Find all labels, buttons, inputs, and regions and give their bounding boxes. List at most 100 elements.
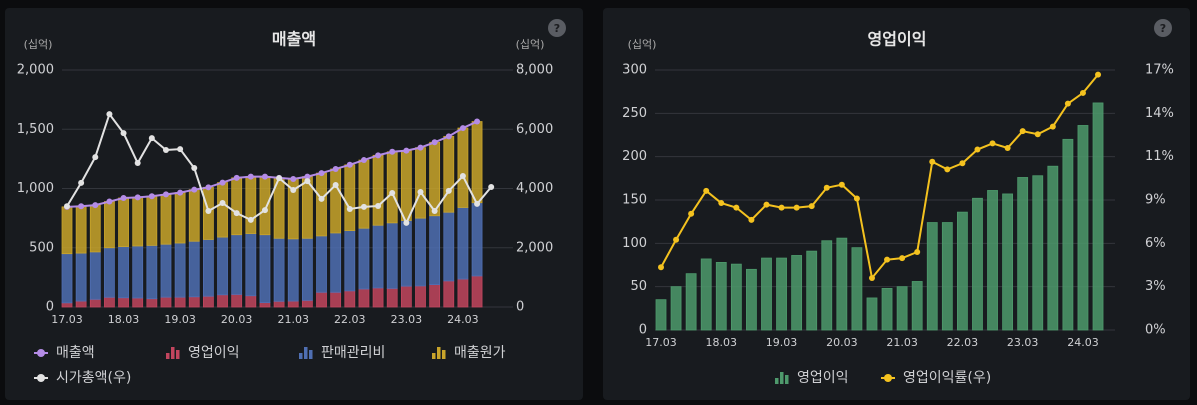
bar (118, 246, 129, 299)
legend-swatch (166, 353, 170, 359)
point (1064, 100, 1071, 107)
point (688, 210, 695, 217)
help-icon[interactable] (548, 19, 566, 37)
point (989, 140, 996, 147)
point (838, 181, 845, 188)
bar (896, 286, 908, 331)
legend-label[interactable]: 시가총액(우) (56, 370, 131, 386)
bar (400, 285, 412, 308)
bar (273, 300, 285, 308)
point (261, 173, 268, 180)
legend-label[interactable]: 매출액 (56, 345, 95, 361)
point (403, 219, 410, 226)
bar (372, 287, 384, 308)
x-tick-label: 23.03 (391, 313, 423, 326)
point (162, 191, 169, 198)
help-icon[interactable] (1154, 19, 1172, 37)
bar (160, 194, 172, 245)
y-tick-label: 100 (622, 236, 647, 251)
point (808, 203, 815, 210)
y-tick-label: 50 (630, 279, 647, 294)
bar (866, 297, 878, 331)
help-text[interactable]: ? (1160, 22, 1166, 35)
bar (174, 296, 186, 308)
point (148, 135, 155, 142)
point (445, 133, 452, 140)
bar (386, 287, 398, 308)
bar (287, 238, 299, 302)
point (929, 158, 936, 165)
point (162, 146, 169, 153)
help-text[interactable]: ? (554, 22, 560, 35)
bar (344, 290, 356, 308)
point (474, 118, 481, 125)
point (290, 176, 297, 183)
bar (926, 222, 938, 331)
point (1004, 145, 1011, 151)
point (853, 195, 860, 202)
point (459, 125, 466, 132)
bar (471, 275, 483, 308)
bar (259, 302, 271, 308)
bar (316, 291, 327, 308)
bar (160, 243, 172, 298)
legend-swatch (780, 372, 784, 384)
bar (776, 257, 787, 331)
point (389, 148, 396, 155)
point (445, 187, 452, 194)
x-tick-label: 22.03 (947, 336, 979, 349)
bar (1047, 165, 1059, 331)
point (148, 193, 155, 200)
x-tick-label: 17.03 (645, 336, 677, 349)
point (177, 146, 184, 153)
bar (415, 285, 426, 308)
point (360, 203, 367, 210)
point (673, 236, 680, 243)
bar (344, 230, 356, 292)
bar (358, 159, 370, 229)
bar (457, 278, 469, 308)
x-tick-label: 18.03 (706, 336, 738, 349)
legend-label[interactable]: 매출원가 (454, 345, 506, 361)
bar (358, 288, 370, 308)
point (474, 200, 481, 207)
bar (443, 135, 455, 213)
point (1034, 131, 1041, 138)
bar (957, 211, 968, 331)
y2-tick-label: 8,000 (516, 63, 553, 78)
bar (429, 215, 441, 286)
point (304, 178, 311, 185)
bar (104, 296, 115, 308)
point (134, 194, 141, 201)
point (64, 203, 70, 210)
point (106, 111, 113, 118)
point (191, 186, 198, 193)
legend-swatch (442, 350, 446, 359)
bar (259, 176, 271, 236)
bar (471, 121, 483, 204)
point (120, 194, 127, 201)
bar (386, 151, 398, 224)
y2-tick-label: 0% (1145, 323, 1166, 338)
legend-label[interactable]: 판매관리비 (321, 345, 385, 361)
point (431, 208, 438, 215)
bar (188, 189, 200, 242)
legend-label[interactable]: 영업이익률(우) (903, 370, 991, 386)
point (304, 173, 311, 180)
bar (104, 247, 115, 298)
point (914, 249, 921, 255)
bar (429, 284, 441, 308)
bar (231, 234, 243, 295)
point (459, 173, 466, 180)
legend-label[interactable]: 영업이익 (188, 345, 240, 361)
bar (89, 298, 101, 308)
legend-swatch (176, 350, 180, 359)
legend-label[interactable]: 영업이익 (797, 370, 849, 386)
bar (89, 251, 101, 300)
x-tick-label: 17.03 (51, 313, 83, 326)
point (823, 184, 830, 191)
point (247, 173, 254, 180)
bar (301, 237, 313, 301)
bar (400, 220, 412, 287)
bar (104, 201, 115, 249)
